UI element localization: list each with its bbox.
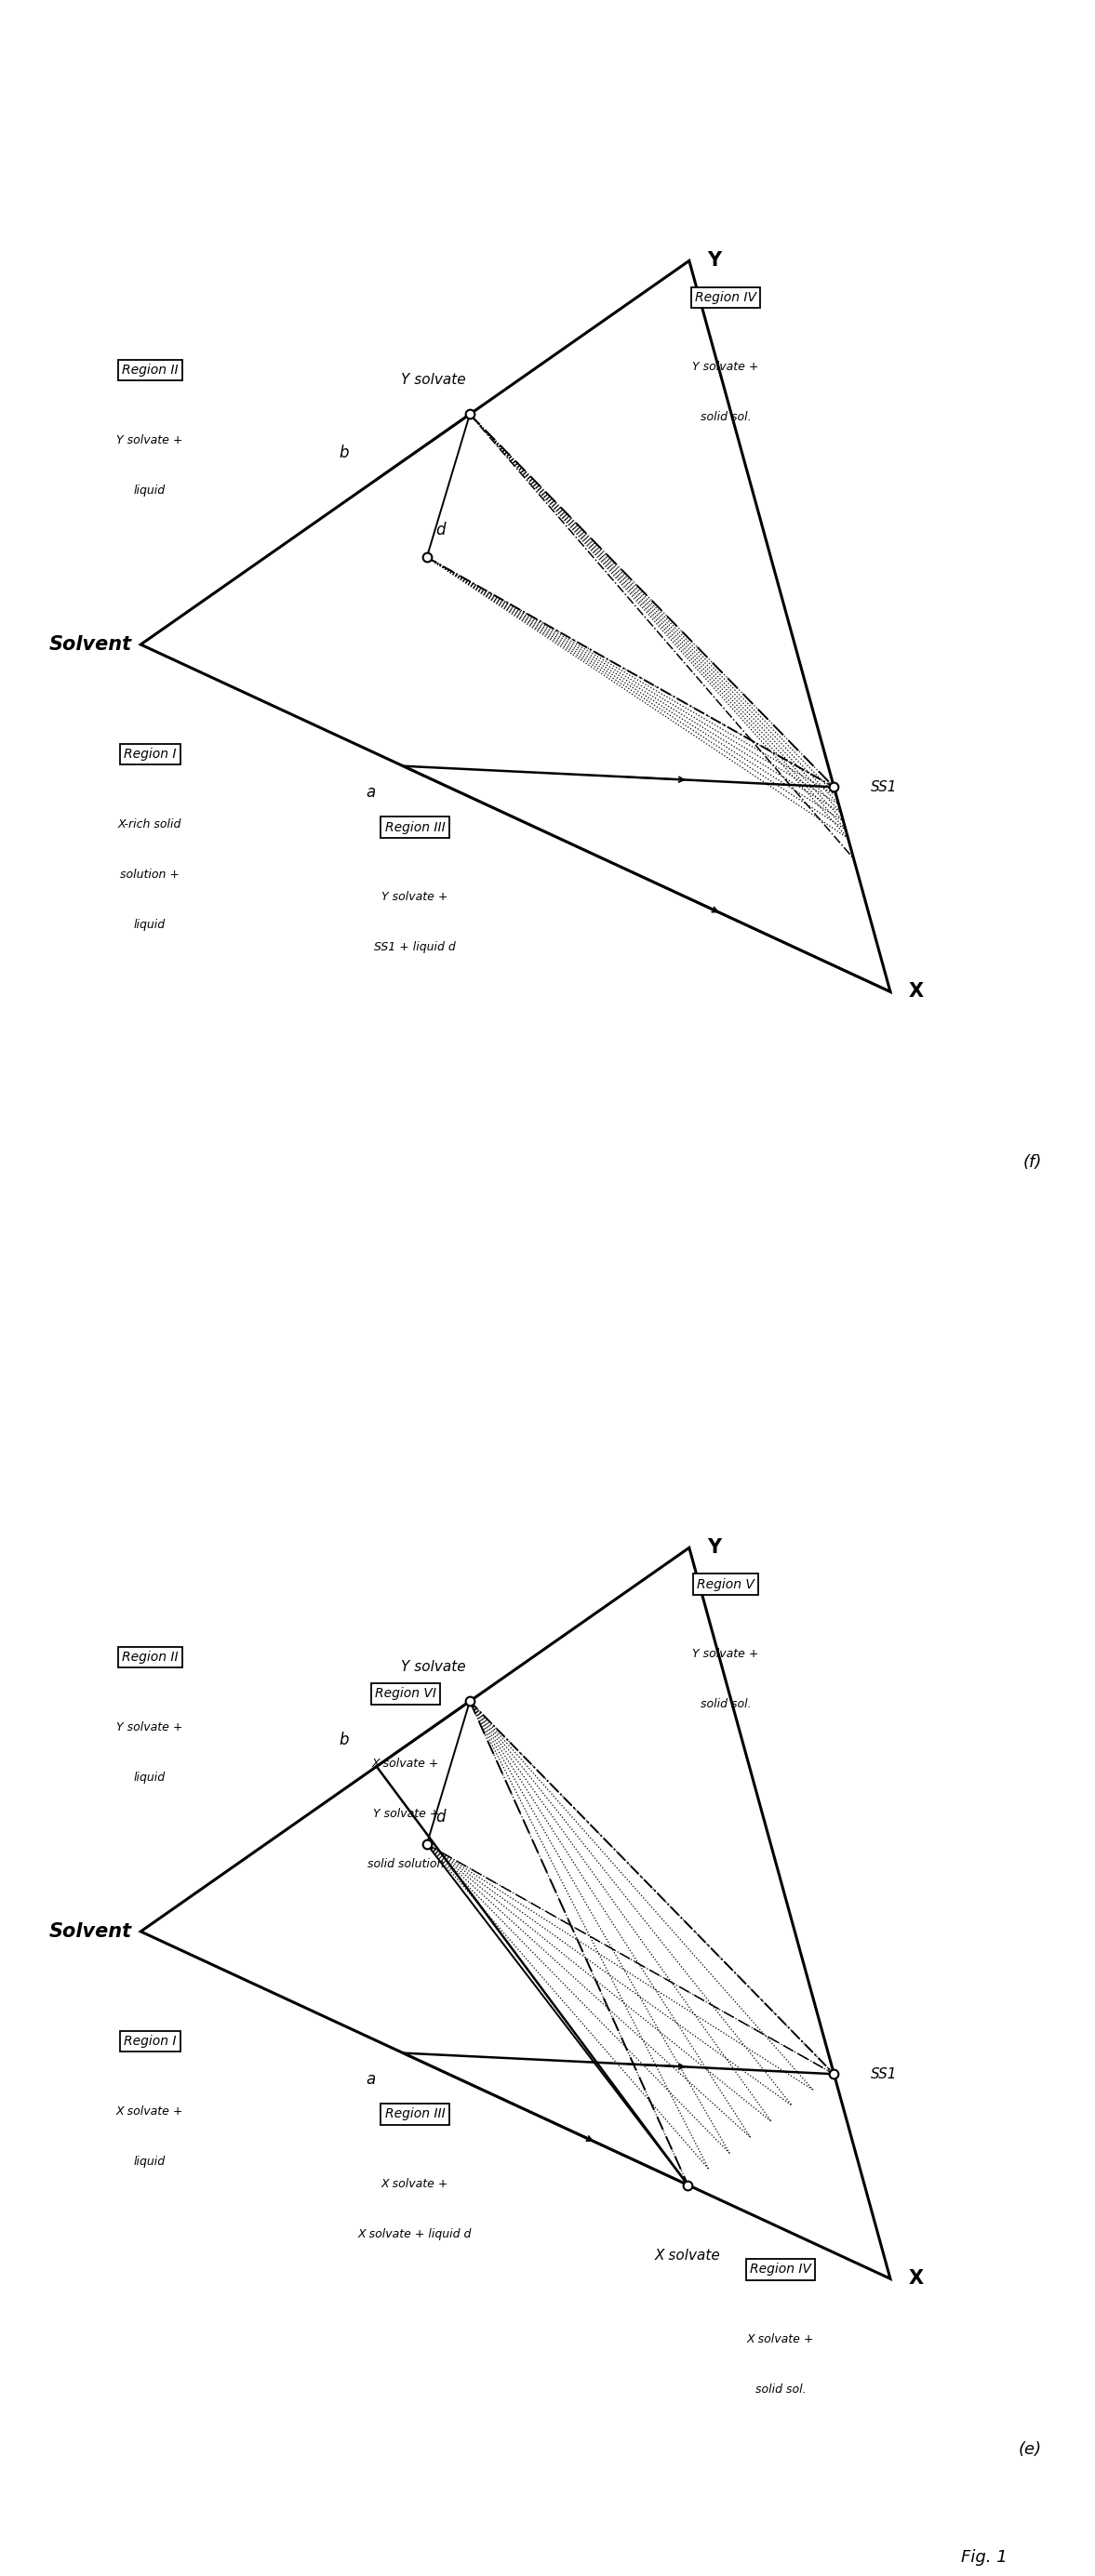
Text: liquid: liquid: [134, 1772, 165, 1783]
Text: solid sol.: solid sol.: [756, 2383, 806, 2396]
Text: Solvent: Solvent: [48, 1922, 131, 1940]
Text: Y solvate +: Y solvate +: [372, 1808, 439, 1821]
Text: Y: Y: [707, 252, 722, 270]
Text: Region V: Region V: [696, 1577, 754, 1592]
Text: Y solvate +: Y solvate +: [117, 435, 183, 446]
Text: SS1: SS1: [871, 781, 897, 793]
Text: X solvate +: X solvate +: [381, 2179, 449, 2190]
Text: Region III: Region III: [384, 822, 445, 835]
Text: SS1 + liquid d: SS1 + liquid d: [374, 940, 456, 953]
Text: Fig. 1: Fig. 1: [961, 2550, 1007, 2566]
Text: solid sol.: solid sol.: [701, 412, 751, 422]
Text: Y solvate +: Y solvate +: [692, 361, 759, 374]
Text: Region I: Region I: [124, 2035, 176, 2048]
Text: Region II: Region II: [122, 1651, 178, 1664]
Text: X solvate + liquid d: X solvate + liquid d: [358, 2228, 472, 2241]
Text: Region VI: Region VI: [376, 1687, 437, 1700]
Text: X solvate: X solvate: [655, 2249, 721, 2262]
Text: a: a: [366, 2071, 376, 2089]
Text: X: X: [909, 2269, 923, 2287]
Text: b: b: [339, 446, 349, 461]
Text: solution +: solution +: [120, 868, 180, 881]
Text: liquid: liquid: [134, 920, 165, 930]
Text: Y solvate +: Y solvate +: [692, 1649, 759, 1662]
Text: Region I: Region I: [124, 747, 176, 760]
Text: X solvate +: X solvate +: [372, 1757, 439, 1770]
Text: d: d: [436, 1808, 446, 1826]
Text: SS1: SS1: [871, 2066, 897, 2081]
Text: Region II: Region II: [122, 363, 178, 376]
Text: Solvent: Solvent: [48, 636, 131, 654]
Text: d: d: [436, 523, 446, 538]
Text: Y solvate +: Y solvate +: [382, 891, 448, 904]
Text: a: a: [366, 783, 376, 801]
Text: solid sol.: solid sol.: [701, 1698, 751, 1710]
Text: (f): (f): [1023, 1154, 1041, 1172]
Text: X solvate +: X solvate +: [747, 2334, 815, 2347]
Text: liquid: liquid: [134, 2156, 165, 2166]
Text: liquid: liquid: [134, 484, 165, 497]
Text: Region III: Region III: [384, 2107, 445, 2120]
Text: solid solution: solid solution: [368, 1857, 445, 1870]
Text: Region IV: Region IV: [750, 2264, 811, 2277]
Text: X-rich solid: X-rich solid: [118, 819, 182, 829]
Text: Y solvate: Y solvate: [401, 374, 465, 386]
Text: Region IV: Region IV: [695, 291, 757, 304]
Text: X: X: [909, 981, 923, 1002]
Text: (e): (e): [1018, 2442, 1041, 2458]
Text: Y solvate: Y solvate: [401, 1659, 465, 1674]
Text: b: b: [339, 1731, 349, 1749]
Text: Y solvate +: Y solvate +: [117, 1721, 183, 1734]
Text: X solvate +: X solvate +: [116, 2105, 184, 2117]
Text: Y: Y: [707, 1538, 722, 1556]
